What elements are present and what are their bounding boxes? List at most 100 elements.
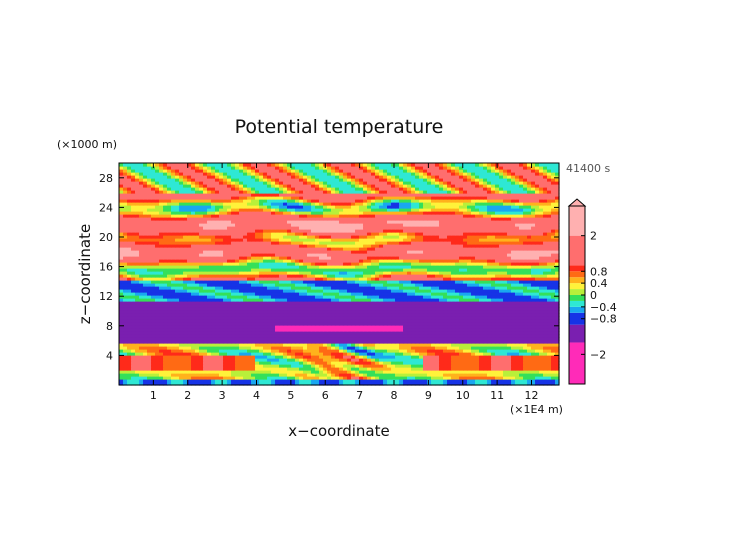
heatmap-cell	[183, 286, 188, 290]
heatmap-cell	[315, 367, 320, 371]
heatmap-cell	[379, 349, 384, 353]
heatmap-cell	[355, 280, 360, 284]
heatmap-cell	[323, 319, 328, 323]
heatmap-cell	[143, 301, 148, 305]
heatmap-cell	[367, 319, 372, 323]
heatmap-cell	[187, 370, 192, 374]
heatmap-cell	[315, 298, 320, 302]
heatmap-cell	[483, 310, 488, 314]
heatmap-cell	[459, 301, 464, 305]
heatmap-cell	[303, 340, 308, 344]
heatmap-cell	[175, 364, 180, 368]
heatmap-cell	[287, 337, 292, 341]
heatmap-cell	[539, 361, 544, 365]
heatmap-cell	[423, 316, 428, 320]
heatmap-cell	[223, 274, 228, 278]
heatmap-cell	[511, 307, 516, 311]
heatmap-cell	[119, 301, 124, 305]
heatmap-cell	[231, 343, 236, 347]
heatmap-cell	[151, 331, 156, 335]
heatmap-cell	[547, 307, 552, 311]
heatmap-cell	[519, 379, 524, 383]
heatmap-cell	[219, 265, 224, 269]
heatmap-cell	[531, 340, 536, 344]
heatmap-cell	[435, 376, 440, 380]
heatmap-cell	[407, 373, 412, 377]
heatmap-cell	[395, 316, 400, 320]
heatmap-cell	[127, 304, 132, 308]
heatmap-cell	[331, 337, 336, 341]
heatmap-cell	[343, 289, 348, 293]
heatmap-cell	[207, 328, 212, 332]
heatmap-cell	[555, 292, 560, 296]
heatmap-cell	[435, 292, 440, 296]
heatmap-cell	[375, 295, 380, 299]
heatmap-cell	[123, 370, 128, 374]
heatmap-cell	[279, 250, 284, 254]
heatmap-cell	[471, 307, 476, 311]
heatmap-cell	[515, 325, 520, 329]
heatmap-cell	[287, 370, 292, 374]
heatmap-cell	[543, 316, 548, 320]
heatmap-cell	[339, 373, 344, 377]
heatmap-cell	[539, 286, 544, 290]
heatmap-cell	[391, 274, 396, 278]
heatmap-cell	[455, 331, 460, 335]
heatmap-cell	[127, 271, 132, 275]
heatmap-cell	[223, 295, 228, 299]
heatmap-cell	[347, 253, 352, 257]
heatmap-cell	[519, 268, 524, 272]
heatmap-cell	[163, 256, 168, 260]
heatmap-cell	[319, 286, 324, 290]
heatmap-cell	[427, 343, 432, 347]
heatmap-cell	[211, 316, 216, 320]
heatmap-cell	[335, 373, 340, 377]
heatmap-cell	[431, 262, 436, 266]
heatmap-cell	[179, 349, 184, 353]
heatmap-cell	[199, 283, 204, 287]
heatmap-cell	[123, 319, 128, 323]
heatmap-cell	[147, 301, 152, 305]
heatmap-cell	[487, 283, 492, 287]
heatmap-cell	[459, 280, 464, 284]
heatmap-cell	[415, 280, 420, 284]
heatmap-cell	[383, 340, 388, 344]
heatmap-cell	[215, 358, 220, 362]
heatmap-cell	[275, 280, 280, 284]
heatmap-cell	[483, 268, 488, 272]
heatmap-cell	[475, 340, 480, 344]
heatmap-cell	[387, 370, 392, 374]
heatmap-cell	[359, 250, 364, 254]
heatmap-cell	[139, 349, 144, 353]
heatmap-cell	[323, 274, 328, 278]
heatmap-cell	[223, 361, 228, 365]
heatmap-cell	[551, 352, 556, 356]
heatmap-cell	[123, 262, 128, 266]
heatmap-cell	[415, 256, 420, 260]
heatmap-cell	[299, 313, 304, 317]
heatmap-cell	[327, 352, 332, 356]
heatmap-cell	[535, 355, 540, 359]
heatmap-cell	[387, 262, 392, 266]
heatmap-cell	[171, 292, 176, 296]
heatmap-cell	[455, 304, 460, 308]
heatmap-cell	[287, 247, 292, 251]
heatmap-cell	[547, 367, 552, 371]
heatmap-cell	[355, 379, 360, 383]
heatmap-cell	[339, 343, 344, 347]
heatmap-cell	[127, 316, 132, 320]
heatmap-cell	[283, 325, 288, 329]
heatmap-cell	[275, 343, 280, 347]
heatmap-cell	[515, 292, 520, 296]
heatmap-cell	[507, 370, 512, 374]
heatmap-cell	[315, 289, 320, 293]
heatmap-cell	[167, 343, 172, 347]
heatmap-cell	[435, 280, 440, 284]
heatmap-cell	[431, 304, 436, 308]
heatmap-cell	[491, 271, 496, 275]
heatmap-cell	[327, 289, 332, 293]
heatmap-cell	[251, 364, 256, 368]
heatmap-cell	[343, 373, 348, 377]
heatmap-cell	[395, 274, 400, 278]
heatmap-cell	[187, 271, 192, 275]
